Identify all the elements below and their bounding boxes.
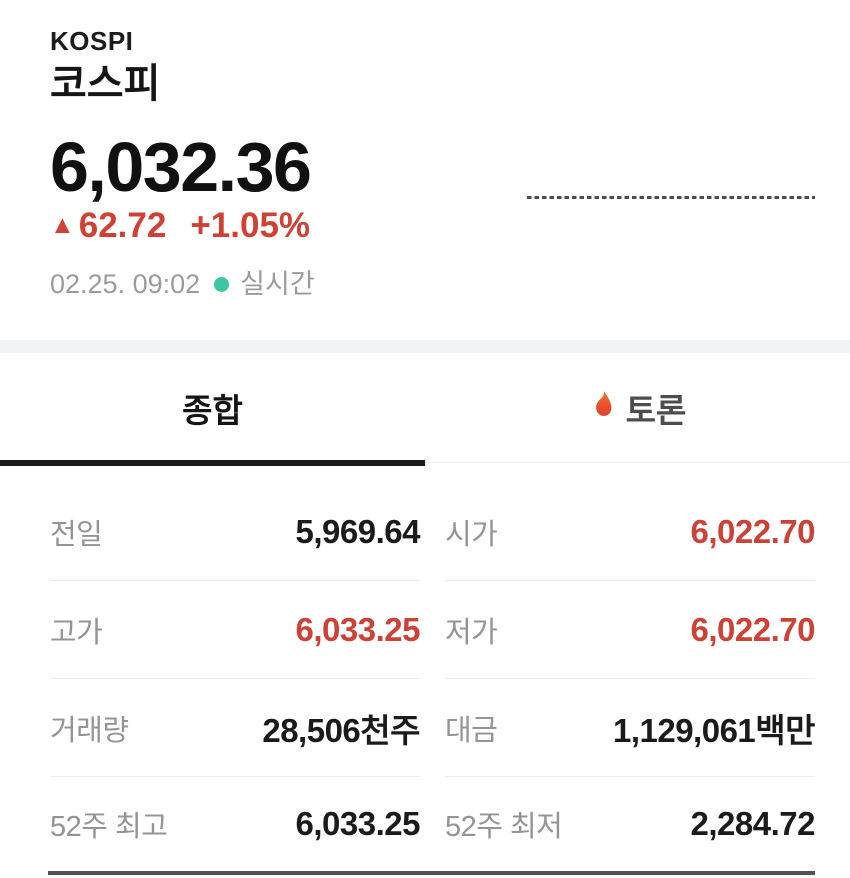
flame-icon bbox=[595, 390, 612, 416]
stat-label: 거래량 bbox=[50, 714, 129, 747]
stats-table: 전일 5,969.64 시가 6,022.70 고가 6,033.25 저가 6… bbox=[0, 463, 850, 871]
stat-52w-low: 52주 최저 2,284.72 bbox=[445, 777, 816, 871]
stat-label: 시가 bbox=[445, 518, 498, 551]
stat-label: 고가 bbox=[50, 616, 103, 649]
tab-discussion[interactable]: 토론 bbox=[425, 353, 850, 462]
market-code: KOSPI bbox=[50, 26, 134, 56]
timestamp-row: 02.25. 09:02 실시간 bbox=[50, 271, 815, 298]
current-price: 6,032.36 bbox=[50, 128, 312, 206]
stat-value: 6,022.70 bbox=[690, 610, 816, 648]
stat-value: 6,033.25 bbox=[295, 805, 421, 842]
stat-value: 5,969.64 bbox=[295, 512, 421, 550]
change-value: 62.72 bbox=[78, 206, 167, 245]
stat-value: 1,129,061백만 bbox=[612, 711, 816, 749]
stat-label: 52주 최고 bbox=[50, 811, 168, 843]
stat-value: 6,022.70 bbox=[690, 512, 816, 550]
price-change-row: ▲ 62.72 +1.05% bbox=[50, 208, 815, 243]
live-label: 실시간 bbox=[240, 269, 315, 299]
stat-prev-close: 전일 5,969.64 bbox=[50, 483, 421, 581]
tab-bar: 종합 토론 bbox=[0, 353, 850, 466]
stat-open: 시가 6,022.70 bbox=[445, 483, 816, 581]
tab-summary-label: 종합 bbox=[182, 391, 243, 429]
page-title: 코스피 bbox=[50, 62, 161, 106]
stat-value: 2,284.72 bbox=[690, 805, 816, 842]
next-section-top-rule bbox=[48, 871, 815, 875]
change-percent: +1.05% bbox=[190, 206, 311, 245]
quote-header: KOSPI 코스피 6,032.36 ▲ 62.72 +1.05% 02.25.… bbox=[0, 0, 850, 340]
stat-trade-value: 대금 1,129,061백만 bbox=[445, 679, 816, 777]
stat-52w-high: 52주 최고 6,033.25 bbox=[50, 777, 421, 871]
stat-label: 전일 bbox=[50, 518, 103, 551]
stat-value: 6,033.25 bbox=[295, 610, 421, 648]
section-divider-band bbox=[0, 340, 850, 353]
stat-high: 고가 6,033.25 bbox=[50, 581, 421, 679]
stat-label: 52주 최저 bbox=[445, 811, 563, 843]
stat-volume: 거래량 28,506천주 bbox=[50, 679, 420, 777]
prev-close-dashed-line bbox=[527, 196, 815, 199]
quote-timestamp: 02.25. 09:02 bbox=[50, 269, 201, 299]
live-dot-icon bbox=[214, 277, 230, 292]
tab-discussion-label: 토론 bbox=[625, 391, 687, 429]
up-triangle-icon: ▲ bbox=[50, 211, 75, 239]
stat-label: 대금 bbox=[445, 714, 498, 747]
tab-summary[interactable]: 종합 bbox=[0, 353, 425, 466]
stat-value: 28,506천주 bbox=[262, 711, 420, 749]
stat-label: 저가 bbox=[445, 616, 498, 649]
stat-low: 저가 6,022.70 bbox=[445, 581, 816, 679]
